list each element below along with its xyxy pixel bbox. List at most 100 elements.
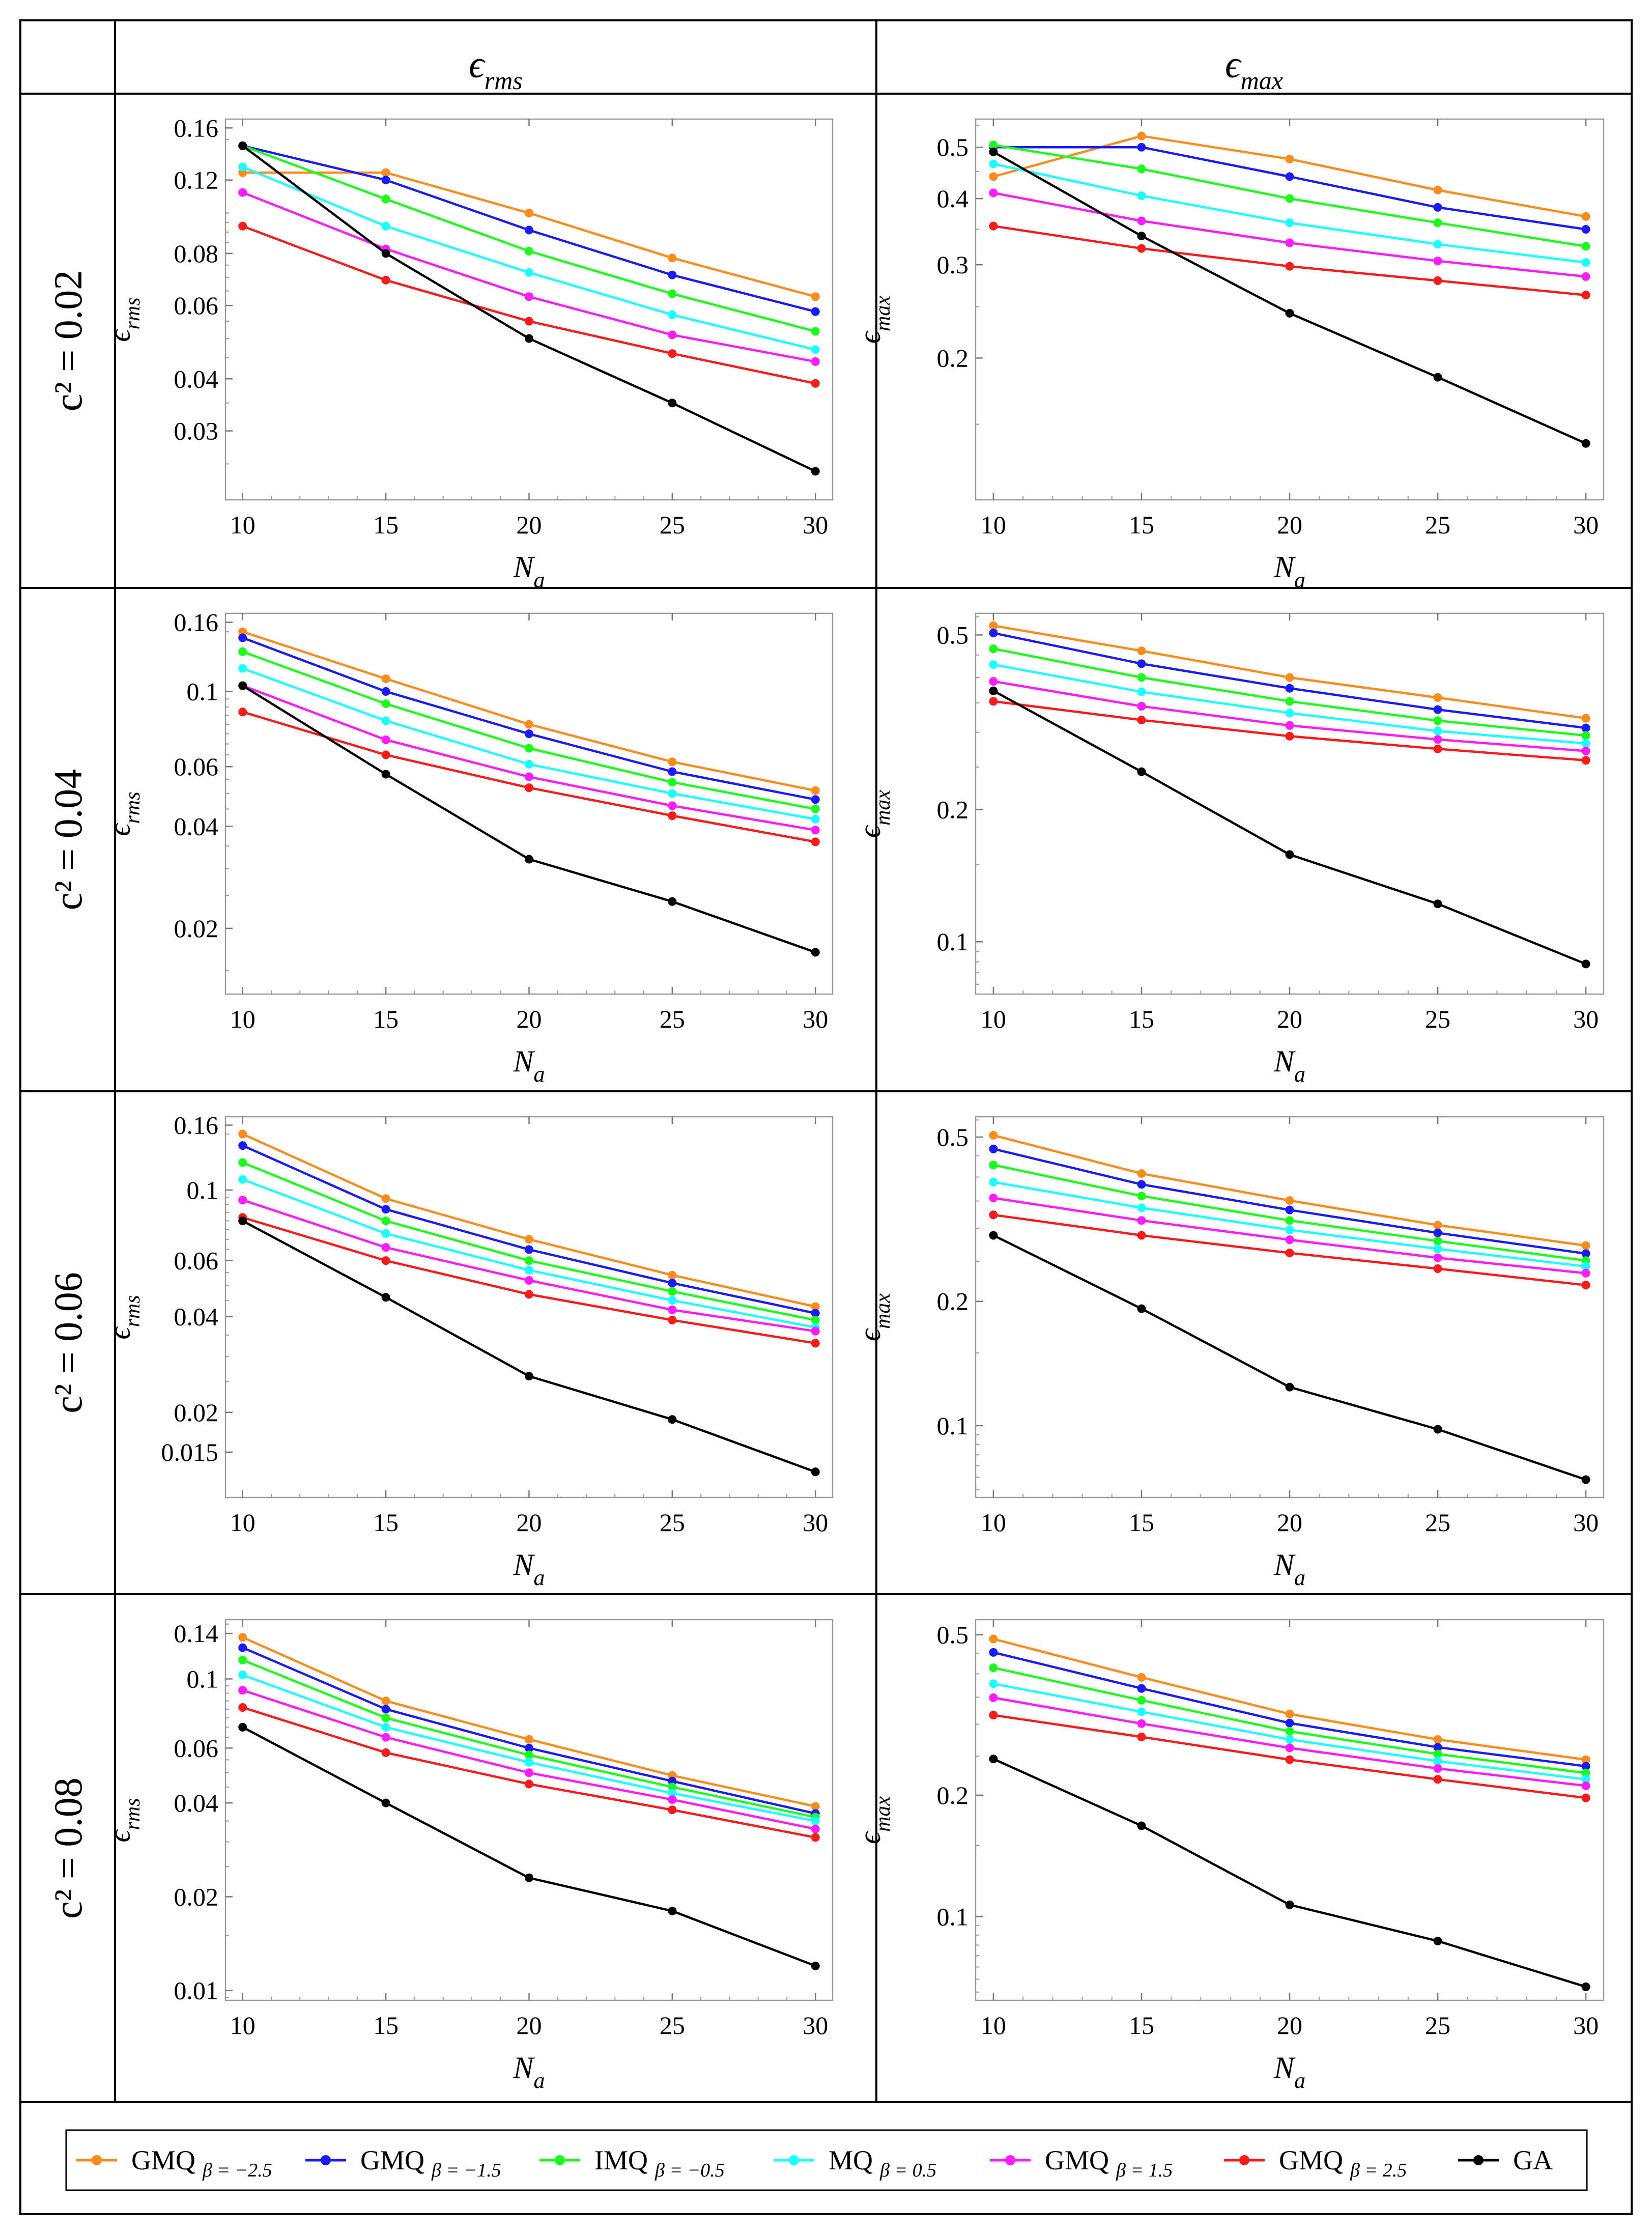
data-point — [1137, 1719, 1146, 1728]
series-line — [993, 224, 1586, 296]
data-point — [989, 629, 998, 638]
data-point — [989, 188, 998, 197]
legend-label: GA — [1513, 2145, 1553, 2175]
data-point — [238, 633, 247, 642]
x-tick-label: 10 — [981, 1508, 1006, 1537]
data-point — [811, 795, 820, 804]
data-point — [1581, 746, 1590, 755]
x-tick-label: 25 — [660, 511, 685, 539]
y-tick-label: 0.08 — [174, 239, 219, 268]
data-point — [989, 644, 998, 654]
data-point — [1285, 218, 1294, 228]
x-axis-label: Na — [512, 550, 545, 592]
y-axis-label: ϵrms — [103, 297, 145, 342]
data-point — [1581, 731, 1590, 740]
data-point — [1581, 1762, 1590, 1771]
data-point — [1137, 1695, 1146, 1705]
data-point — [1285, 1235, 1294, 1245]
data-point — [668, 801, 677, 810]
data-point — [668, 757, 677, 767]
chart-panel: 10 15 20 25 30 0.015 0.02 0.04 0.06 0.1 0.16 Na ϵrms — [103, 1111, 834, 1590]
data-point — [381, 1705, 390, 1714]
data-point — [989, 1679, 998, 1688]
data-point — [1285, 721, 1294, 730]
x-axis-label: Na — [512, 1044, 545, 1087]
data-point — [238, 1141, 247, 1150]
data-point — [381, 168, 390, 177]
legend-swatch-dot — [1239, 2155, 1249, 2165]
legend-label: GMQ β = 1.5 — [1045, 2145, 1173, 2181]
x-tick-label: 25 — [1425, 1005, 1450, 1033]
data-point — [989, 1711, 998, 1720]
data-point — [989, 1634, 998, 1644]
data-point — [668, 1279, 677, 1288]
data-point — [668, 811, 677, 821]
x-tick-label: 10 — [230, 1508, 255, 1537]
x-tick-label: 10 — [981, 2011, 1006, 2040]
x-tick-label: 25 — [1425, 2011, 1450, 2040]
data-point — [811, 307, 820, 316]
data-point — [1285, 1225, 1294, 1234]
table-headers: ϵrms ϵmax c² = 0.02 c² = 0.04 c² = 0.06 c² = … — [46, 43, 1283, 1919]
data-point — [1581, 439, 1590, 448]
data-point — [811, 826, 820, 835]
data-point — [989, 221, 998, 231]
data-point — [668, 399, 677, 408]
y-tick-label: 0.04 — [174, 1789, 219, 1817]
data-point — [238, 627, 247, 636]
data-point — [811, 1802, 820, 1811]
x-tick-label: 30 — [1573, 511, 1599, 539]
data-point — [1137, 1684, 1146, 1693]
data-point — [989, 686, 998, 695]
y-tick-label: 0.06 — [174, 291, 219, 320]
data-point — [668, 330, 677, 340]
data-point — [668, 1415, 677, 1424]
data-point — [811, 1309, 820, 1318]
data-point — [1581, 242, 1590, 251]
legend-item: GMQ β = −1.5 — [305, 2145, 501, 2181]
data-point — [1433, 744, 1442, 753]
data-point — [238, 1129, 247, 1139]
data-point — [989, 147, 998, 156]
data-point — [668, 778, 677, 787]
data-point — [238, 681, 247, 690]
data-point — [238, 1655, 247, 1664]
data-point — [525, 225, 533, 235]
data-point — [1433, 1245, 1442, 1254]
data-point — [811, 804, 820, 813]
x-axis-label: Na — [1273, 550, 1305, 592]
data-point — [1433, 373, 1442, 382]
data-point — [1137, 1304, 1146, 1313]
data-point — [1433, 726, 1442, 736]
x-tick-label: 20 — [517, 511, 542, 539]
data-point — [1581, 258, 1590, 267]
data-point — [1581, 1768, 1590, 1777]
chart-panel: 10 15 20 25 30 0.1 0.2 0.5 Na ϵmax — [853, 1116, 1605, 1590]
data-point — [1137, 1203, 1146, 1212]
data-point — [238, 1703, 247, 1712]
x-tick-label: 15 — [373, 1005, 398, 1033]
legend-item: MQ β = 0.5 — [774, 2145, 936, 2181]
y-axis-label: ϵrms — [103, 1295, 145, 1339]
data-point — [1285, 1900, 1294, 1909]
x-tick-label: 20 — [517, 1508, 542, 1537]
data-point — [381, 275, 390, 285]
data-point — [1581, 1982, 1590, 1991]
data-point — [1581, 291, 1590, 300]
data-point — [525, 1758, 533, 1767]
y-tick-label: 0.2 — [937, 796, 969, 824]
data-point — [1285, 1709, 1294, 1718]
data-point — [238, 1643, 247, 1652]
data-point — [1285, 1205, 1294, 1214]
data-point — [525, 292, 533, 301]
data-point — [525, 1372, 533, 1381]
y-tick-label: 0.02 — [174, 1882, 219, 1911]
x-tick-label: 15 — [1129, 1005, 1154, 1033]
data-point — [525, 246, 533, 256]
data-point — [381, 687, 390, 696]
y-tick-label: 0.06 — [174, 1734, 219, 1762]
data-point — [381, 1229, 390, 1238]
data-point — [1433, 1735, 1442, 1744]
legend-item: IMQ β = −0.5 — [539, 2145, 725, 2181]
data-point — [1285, 1755, 1294, 1764]
